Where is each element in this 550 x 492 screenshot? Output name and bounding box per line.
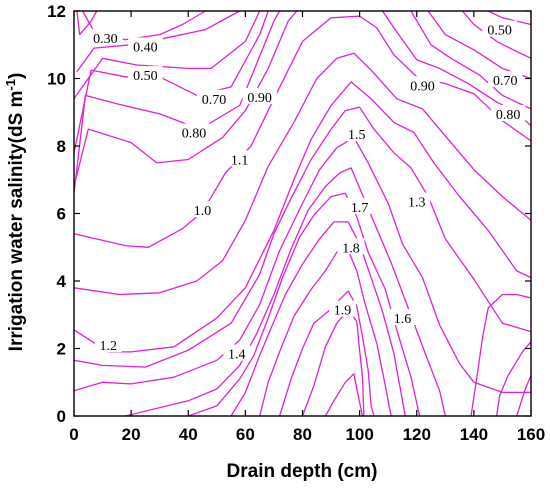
contour-line	[73, 10, 261, 100]
contour-label: 1.3	[408, 196, 426, 211]
contour-label-background	[405, 76, 440, 93]
contour-label-background	[176, 123, 212, 140]
contour-label: 0.80	[496, 108, 521, 123]
contour-label-background	[128, 37, 163, 54]
contour-line	[487, 10, 532, 26]
contour-line	[516, 375, 532, 417]
contour-line	[230, 221, 406, 417]
contour-label-background	[343, 125, 371, 142]
x-tick-label: 60	[236, 425, 255, 444]
contour-line	[324, 373, 364, 417]
contour-label: 0.30	[93, 32, 118, 47]
contour-label: 1.2	[100, 339, 118, 354]
contour-line	[82, 10, 206, 41]
contour-label-background	[403, 192, 431, 209]
x-tick-label: 140	[460, 425, 488, 444]
contour-label: 0.50	[487, 24, 512, 39]
contour-label-background	[337, 238, 365, 255]
x-tick-label: 80	[293, 425, 312, 444]
contour-line	[470, 293, 532, 417]
x-tick-label: 120	[403, 425, 431, 444]
y-tick-label: 12	[47, 2, 66, 21]
contour-label-background	[346, 197, 374, 214]
contour-line	[301, 309, 365, 417]
contour-label: 0.80	[182, 127, 207, 142]
contour-line	[73, 10, 269, 153]
contour-label-background	[329, 300, 356, 317]
contour-label-background	[189, 201, 216, 218]
contour-line	[73, 106, 532, 368]
contour-label: 1.7	[351, 201, 369, 216]
contour-line	[73, 52, 532, 296]
contour-label-background	[490, 104, 526, 121]
contour-line	[73, 15, 532, 248]
contour-label: 1.6	[394, 312, 412, 327]
x-tick-label: 100	[345, 425, 373, 444]
x-tick-label: 160	[517, 425, 545, 444]
contour-label-background	[196, 89, 232, 106]
contour-label-background	[223, 344, 251, 361]
contour-line	[259, 249, 392, 417]
contour-line	[461, 10, 532, 59]
y-tick-label: 2	[57, 340, 66, 359]
contour-label-background	[94, 336, 122, 353]
contour-label: 1.1	[231, 154, 249, 169]
contour-label-background	[128, 66, 163, 83]
axis-ticks: 0 20 40 60 80 100 120 140 160 0 2 4 6 8 10 12	[47, 2, 545, 444]
contour-label-background	[88, 29, 123, 45]
contour-line	[73, 10, 298, 187]
contour-label: 1.4	[228, 348, 246, 363]
contour-line	[73, 81, 532, 353]
y-tick-label: 6	[57, 205, 66, 224]
contour-label: 0.90	[410, 79, 435, 94]
contour-line	[125, 167, 446, 417]
contour-label: 0.70	[202, 93, 227, 108]
x-tick-label: 0	[69, 425, 78, 444]
y-tick-label: 4	[57, 272, 67, 291]
contour-line	[278, 290, 375, 417]
y-axis-title-main: Irrigation water salinity(dS m	[6, 91, 27, 352]
contour-label: 0.70	[493, 74, 518, 89]
contour-label: 1.8	[342, 241, 360, 256]
contour-label: 0.50	[133, 69, 158, 84]
contour-label: 0.90	[247, 91, 272, 106]
y-tick-label: 10	[47, 70, 66, 89]
y-axis-title: Irrigation water salinity(dS m-1)	[3, 73, 28, 352]
y-tick-label: 8	[57, 137, 66, 156]
contour-line	[496, 341, 532, 417]
x-tick-label: 20	[122, 425, 141, 444]
contour-label: 1.5	[348, 128, 366, 143]
contour-line	[410, 10, 532, 110]
y-tick-label: 0	[57, 407, 66, 426]
contour-label: 0.40	[133, 40, 158, 55]
x-tick-label: 40	[179, 425, 198, 444]
y-axis-title-exponent: -1	[3, 79, 18, 91]
contour-label-background	[482, 20, 517, 37]
contour-label-background	[389, 309, 416, 326]
contour-labels: 0.30 0.40 0.50 0.70 0.80 0.90 1.1 1.0 1.2 1.4 1.5 1…	[88, 20, 526, 363]
contour-label-background	[488, 71, 523, 88]
contour-line	[73, 136, 531, 394]
y-axis-title-close: )	[6, 73, 27, 79]
contour-label: 1.9	[334, 304, 352, 319]
contour-label-background	[242, 88, 277, 105]
contour-label-background	[226, 150, 254, 167]
contour-line	[73, 10, 281, 194]
contour-label: 1.0	[194, 204, 212, 219]
x-axis-title: Drain depth (cm)	[227, 461, 378, 482]
contour-line	[76, 10, 98, 36]
